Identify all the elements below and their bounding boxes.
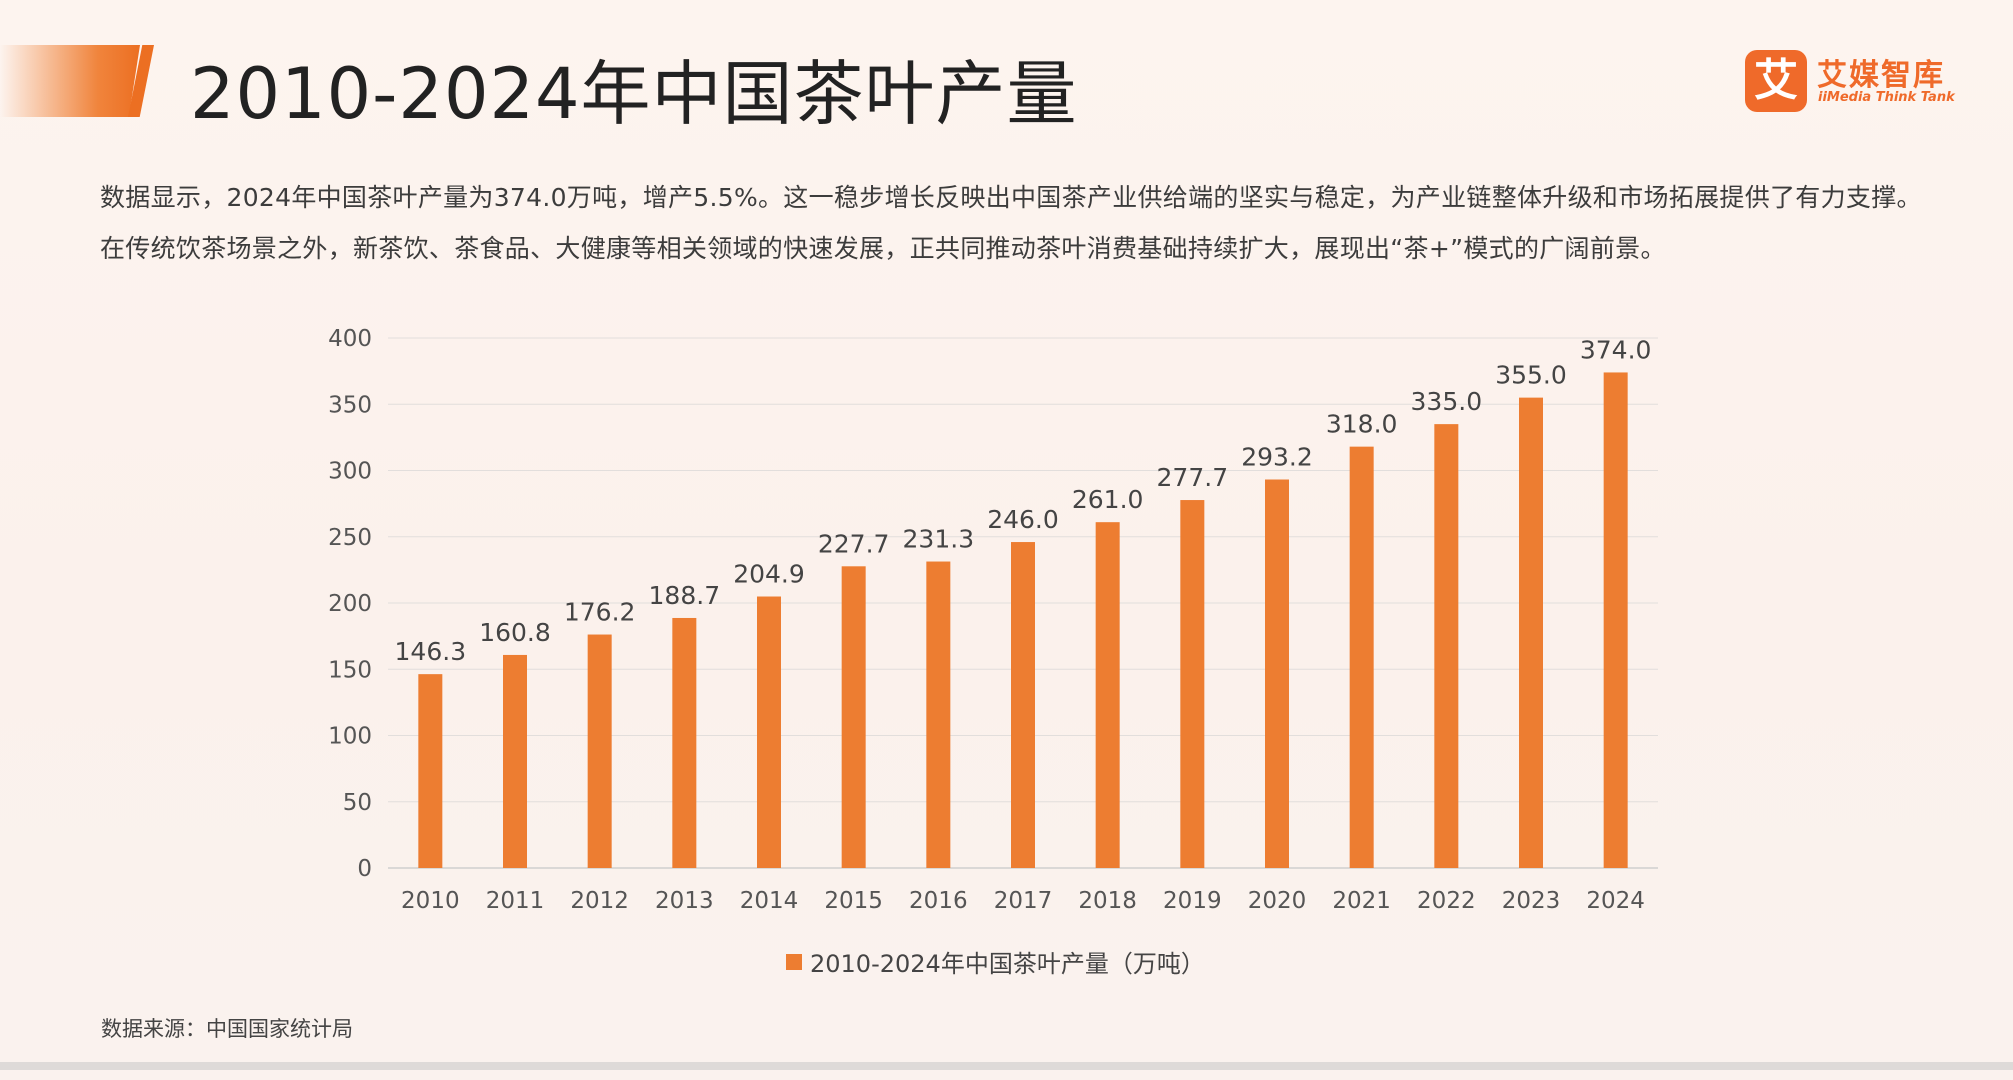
logo-subtitle: iiMedia Think Tank [1818, 90, 1955, 105]
y-tick-label: 200 [328, 591, 372, 617]
data-label: 374.0 [1580, 335, 1652, 364]
x-tick-label: 2012 [570, 888, 629, 914]
bar [1434, 424, 1459, 868]
data-label: 188.7 [649, 581, 721, 610]
bar [1095, 522, 1120, 868]
x-tick-label: 2023 [1502, 888, 1561, 914]
bar [503, 654, 527, 868]
x-tick-label: 2015 [824, 888, 883, 914]
data-source: 数据来源：中国国家统计局 [101, 1017, 353, 1041]
data-label: 261.0 [1072, 485, 1144, 514]
data-label: 160.8 [479, 618, 551, 647]
y-tick-label: 300 [328, 459, 372, 485]
summary-paragraph: 数据显示，2024年中国茶叶产量为374.0万吨，增产5.5%。这一稳步增长反映… [100, 183, 1922, 263]
bar [1519, 397, 1543, 868]
x-tick-label: 2024 [1586, 888, 1645, 914]
bar [1349, 446, 1374, 868]
bar-chart: 0 50 100 150 200 250 300 350 400 146.3 2010 160.8 20… [328, 326, 1658, 914]
logo-name: 艾媒智库 [1817, 58, 1945, 93]
y-tick-label: 100 [328, 724, 372, 750]
y-tick-label: 250 [328, 525, 372, 551]
x-tick-label: 2019 [1163, 888, 1222, 914]
data-label: 146.3 [395, 637, 467, 666]
data-label: 204.9 [733, 560, 805, 589]
x-tick-label: 2021 [1332, 888, 1391, 914]
legend-swatch [786, 953, 802, 970]
bar [757, 596, 781, 868]
bar [672, 617, 697, 868]
chart-legend: 2010-2024年中国茶叶产量（万吨） [786, 944, 1205, 979]
brand-logo: 艾 艾媒智库 iiMedia Think Tank [1745, 48, 1975, 116]
x-tick-label: 2020 [1248, 888, 1307, 914]
x-tick-label: 2017 [994, 888, 1053, 914]
bar [841, 566, 866, 868]
x-tick-label: 2011 [486, 888, 545, 914]
bar [418, 674, 443, 868]
x-tick-label: 2010 [401, 888, 460, 914]
x-tick-label: 2018 [1078, 888, 1137, 914]
data-label: 176.2 [564, 598, 636, 627]
data-label: 231.3 [903, 525, 975, 554]
bar [1180, 500, 1205, 868]
y-tick-label: 400 [328, 326, 372, 352]
data-label: 355.0 [1495, 361, 1567, 390]
data-label: 293.2 [1241, 443, 1313, 472]
data-label: 277.7 [1157, 463, 1229, 492]
page-title: 2010-2024年中国茶叶产量 [190, 53, 1078, 135]
bar [1603, 372, 1628, 868]
bar [587, 634, 612, 868]
y-tick-label: 0 [357, 856, 372, 882]
logo-mark: 艾 [1745, 50, 1807, 112]
y-tick-label: 50 [343, 790, 372, 816]
x-tick-label: 2022 [1417, 888, 1476, 914]
data-label: 318.0 [1326, 410, 1398, 439]
x-tick-label: 2013 [655, 888, 714, 914]
data-label: 227.7 [818, 529, 890, 558]
bottom-rule [0, 1062, 2013, 1070]
y-tick-label: 350 [328, 392, 372, 418]
data-label: 335.0 [1411, 387, 1483, 416]
bar [926, 561, 951, 868]
x-tick-label: 2014 [740, 888, 799, 914]
data-label: 246.0 [987, 505, 1059, 534]
y-tick-label: 150 [328, 657, 372, 683]
header-accent-bar [0, 45, 140, 117]
bar [1011, 542, 1035, 868]
bar [1265, 479, 1289, 868]
x-tick-label: 2016 [909, 888, 968, 914]
legend-label: 2010-2024年中国茶叶产量（万吨） [810, 950, 1205, 978]
